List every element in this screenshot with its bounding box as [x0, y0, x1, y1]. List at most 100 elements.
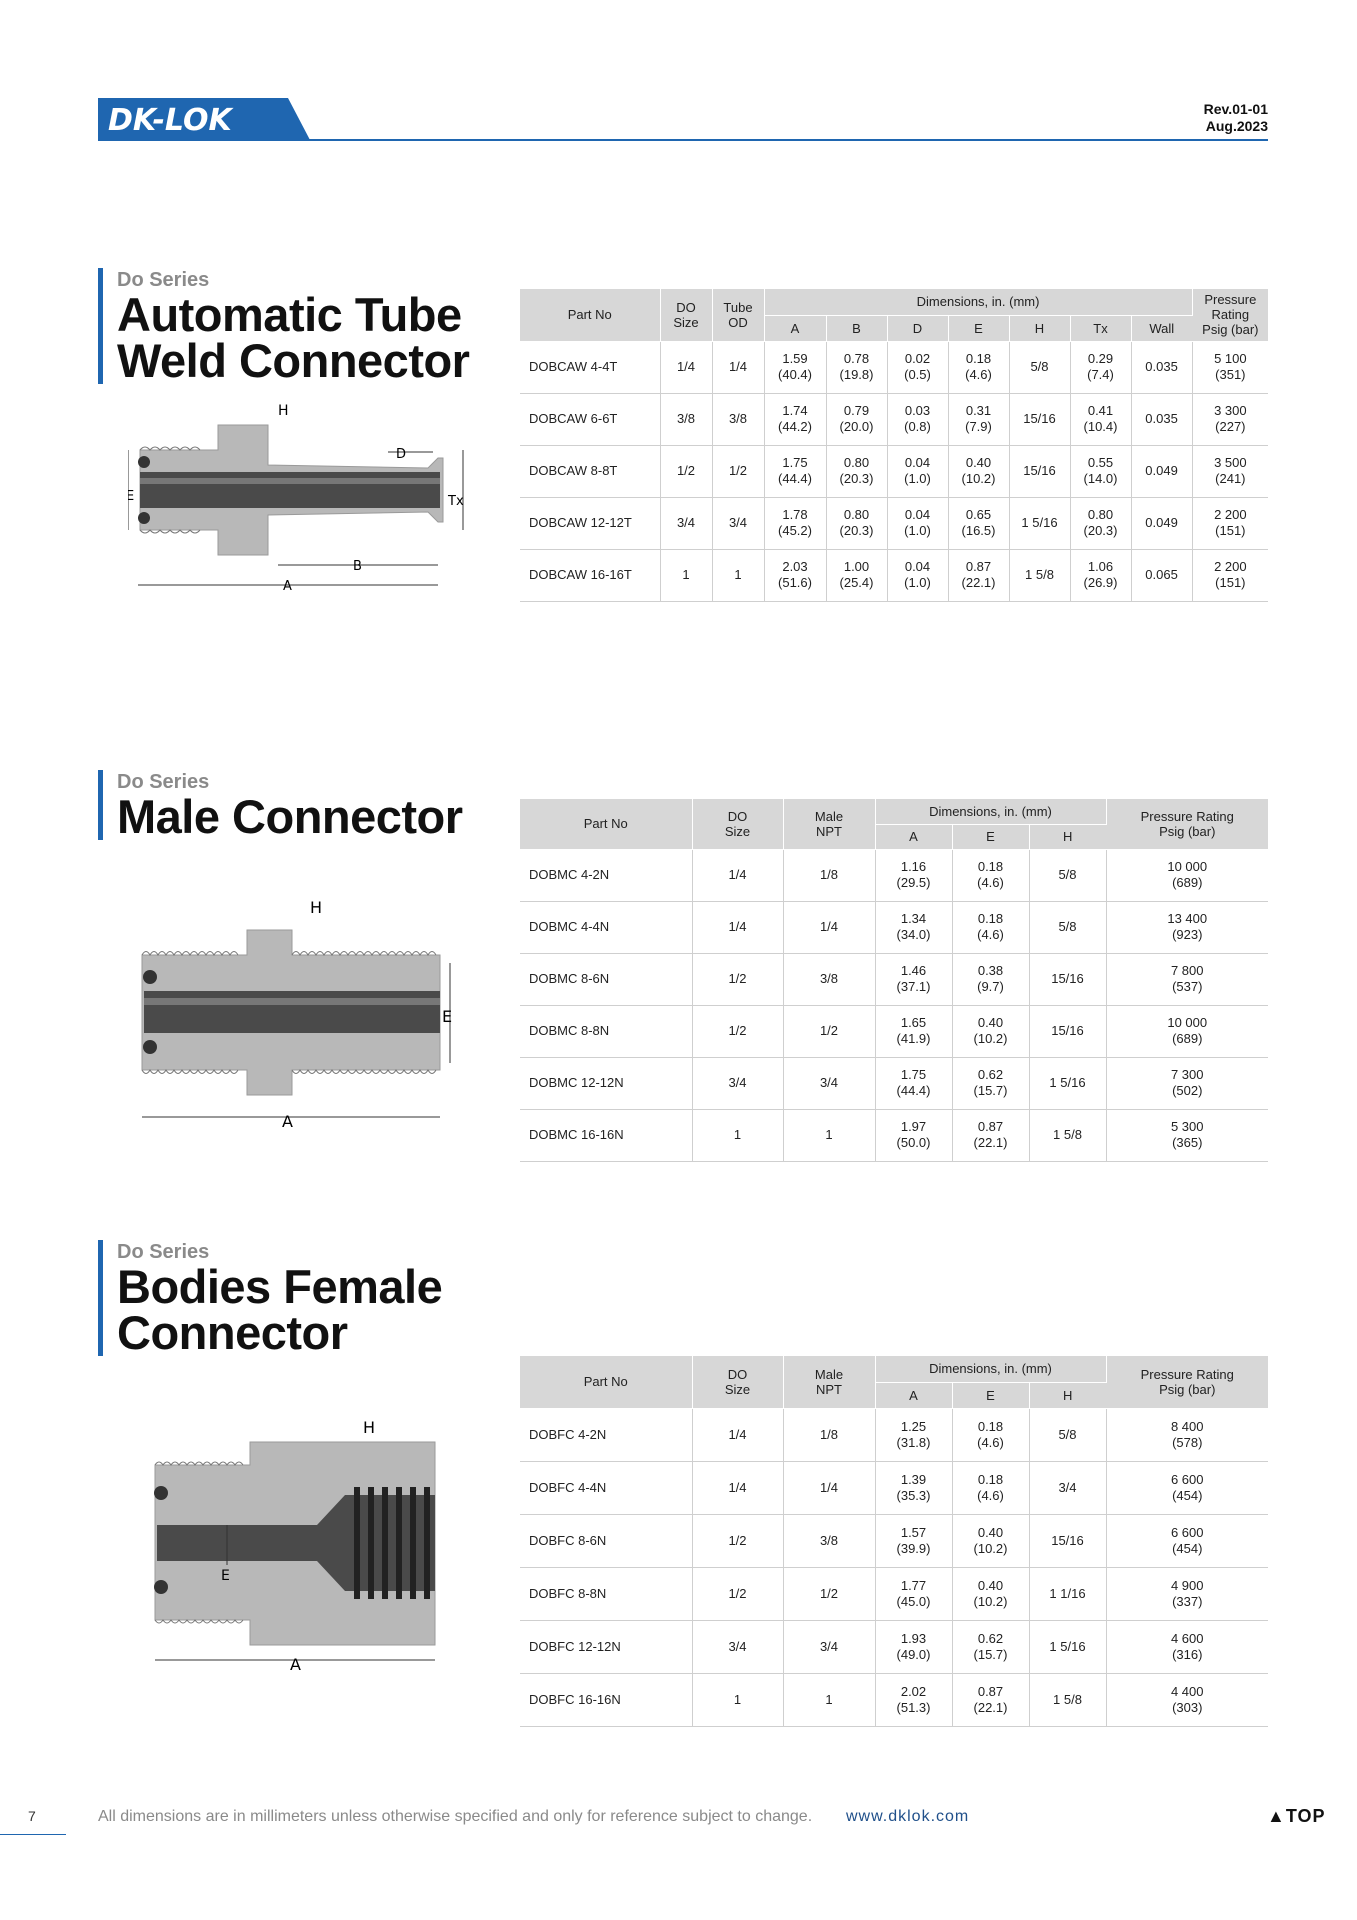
col-header: Part No: [520, 289, 661, 342]
title-line: Connector: [117, 1306, 348, 1359]
table-cell: 1.75 (44.4): [764, 445, 827, 498]
table-cell: 1.25 (31.8): [875, 1408, 953, 1462]
table-cell: 1.74 (44.2): [764, 393, 827, 446]
spec-table-female-connector: Part No DO Size Male NPT Dimensions, in. (…: [520, 1356, 1268, 1727]
table-cell: 1: [692, 1109, 784, 1162]
table-cell: 5 100 (351): [1192, 341, 1269, 394]
table-cell: 3/8: [660, 393, 713, 446]
table-cell: 4 400 (303): [1106, 1673, 1268, 1727]
table-cell: 15/16: [1029, 1514, 1107, 1568]
table-cell: 10 000 (689): [1106, 849, 1268, 902]
table-row: DOBFC 16-16N 1 1 2.02 (51.3) 0.87 (22.1) 1 5/8 4…: [520, 1673, 1268, 1727]
part-number-cell: DOBCAW 4-4T: [520, 341, 661, 394]
table-cell: 0.18 (4.6): [952, 1461, 1030, 1515]
col-header: Pressure Rating Psig (bar): [1192, 289, 1269, 342]
revision-date: Aug.2023: [1205, 118, 1268, 134]
table-cell: 1 5/8: [1009, 549, 1071, 602]
table-cell: 3/4: [660, 497, 713, 550]
table-cell: 1.59 (40.4): [764, 341, 827, 394]
table-cell: 0.80 (20.3): [826, 445, 888, 498]
col-header: DO Size: [692, 799, 784, 850]
col-header-dimensions: Dimensions, in. (mm): [875, 799, 1107, 825]
table-cell: 1/2: [692, 1005, 784, 1058]
table-cell: 1/4: [712, 341, 765, 394]
back-to-top-link[interactable]: ▲TOP: [1267, 1806, 1326, 1826]
part-number-cell: DOBFC 8-8N: [520, 1567, 693, 1621]
title-line: Male Connector: [117, 790, 463, 843]
col-header: Pressure Rating Psig (bar): [1106, 799, 1268, 850]
table-cell: 3/4: [692, 1057, 784, 1110]
title-line: Automatic Tube: [117, 288, 462, 341]
col-header-dim: B: [826, 315, 888, 342]
table-cell: 3/4: [783, 1620, 876, 1674]
dim-label-tx: Tx: [447, 494, 464, 509]
table-cell: 1/4: [783, 901, 876, 954]
part-number-cell: DOBCAW 16-16T: [520, 549, 661, 602]
table-cell: 0.78 (19.8): [826, 341, 888, 394]
footer-disclaimer: All dimensions are in millimeters unless…: [98, 1808, 813, 1825]
table-cell: 1/2: [692, 953, 784, 1006]
table-cell: 1 5/8: [1029, 1673, 1107, 1727]
table-cell: 1.06 (26.9): [1070, 549, 1132, 602]
table-cell: 0.40 (10.2): [952, 1005, 1030, 1058]
female-connector-diagram: H E A: [154, 1418, 436, 1674]
website-link[interactable]: www.dklok.com: [846, 1808, 970, 1825]
col-header-dim: Wall: [1131, 315, 1193, 342]
col-header: Pressure Rating Psig (bar): [1106, 1356, 1268, 1409]
col-header-dim: H: [1029, 1382, 1106, 1409]
col-header: Male NPT: [783, 799, 876, 850]
table-cell: 3 500 (241): [1192, 445, 1269, 498]
table-cell: 1: [783, 1673, 876, 1727]
table-cell: 1/8: [783, 849, 876, 902]
part-number-cell: DOBFC 4-2N: [520, 1408, 693, 1462]
table-cell: 0.29 (7.4): [1070, 341, 1132, 394]
table-cell: 1: [783, 1109, 876, 1162]
table-cell: 3/4: [712, 497, 765, 550]
col-header: Part No: [520, 799, 693, 850]
dim-label-a: A: [290, 1655, 301, 1674]
table-row: DOBFC 4-4N 1/4 1/4 1.39 (35.3) 0.18 (4.6) 3/4 6 …: [520, 1461, 1268, 1515]
table-cell: 1/4: [692, 901, 784, 954]
table-cell: 0.38 (9.7): [952, 953, 1030, 1006]
table-row: DOBFC 4-2N 1/4 1/8 1.25 (31.8) 0.18 (4.6) 5/8 8 …: [520, 1408, 1268, 1462]
table-cell: 1/2: [692, 1514, 784, 1568]
male-connector-diagram: H E A: [141, 898, 452, 1131]
table-cell: 8 400 (578): [1106, 1408, 1268, 1462]
table-cell: 5/8: [1029, 849, 1107, 902]
table-row: DOBMC 12-12N 3/4 3/4 1.75 (44.4) 0.62 (15.7) 1 …: [520, 1057, 1268, 1110]
dim-label-a: A: [283, 579, 292, 594]
table-cell: 0.065: [1131, 549, 1193, 602]
table-cell: 0.02 (0.5): [887, 341, 949, 394]
table-cell: 1 1/16: [1029, 1567, 1107, 1621]
table-cell: 1.46 (37.1): [875, 953, 953, 1006]
table-cell: 0.049: [1131, 497, 1193, 550]
dim-label-a: A: [282, 1112, 293, 1131]
table-cell: 1: [660, 549, 713, 602]
table-row: DOBMC 16-16N 1 1 1.97 (50.0) 0.87 (22.1) 1 5/8 5…: [520, 1109, 1268, 1162]
dim-label-b: B: [353, 559, 362, 574]
part-number-cell: DOBMC 4-2N: [520, 849, 693, 902]
part-number-cell: DOBFC 8-6N: [520, 1514, 693, 1568]
table-cell: 0.55 (14.0): [1070, 445, 1132, 498]
title-line: Bodies Female: [117, 1260, 443, 1313]
table-cell: 3/8: [783, 1514, 876, 1568]
table-cell: 0.79 (20.0): [826, 393, 888, 446]
part-number-cell: DOBMC 8-6N: [520, 953, 693, 1006]
section-heading-weld-connector: Do Series Automatic Tube Weld Connector: [98, 268, 470, 384]
dim-label-h: H: [278, 403, 289, 419]
table-cell: 2.03 (51.6): [764, 549, 827, 602]
part-number-cell: DOBCAW 8-8T: [520, 445, 661, 498]
table-row: DOBCAW 6-6T 3/8 3/8 1.74 (44.2) 0.79 (20.0) 0.0…: [520, 393, 1269, 446]
table-cell: 10 000 (689): [1106, 1005, 1268, 1058]
table-cell: 7 300 (502): [1106, 1057, 1268, 1110]
table-cell: 0.65 (16.5): [948, 497, 1010, 550]
col-header-dim: Tx: [1070, 315, 1132, 342]
table-cell: 0.62 (15.7): [952, 1057, 1030, 1110]
table-row: DOBCAW 16-16T 1 1 2.03 (51.6) 1.00 (25.4) 0.04(…: [520, 549, 1269, 602]
table-cell: 1/4: [692, 1408, 784, 1462]
table-row: DOBCAW 8-8T 1/2 1/2 1.75 (44.4) 0.80 (20.3) 0.0…: [520, 445, 1269, 498]
table-cell: 0.40 (10.2): [952, 1567, 1030, 1621]
table-cell: 0.18 (4.6): [948, 341, 1010, 394]
dim-label-h: H: [310, 898, 322, 917]
table-cell: 0.03 (0.8): [887, 393, 949, 446]
